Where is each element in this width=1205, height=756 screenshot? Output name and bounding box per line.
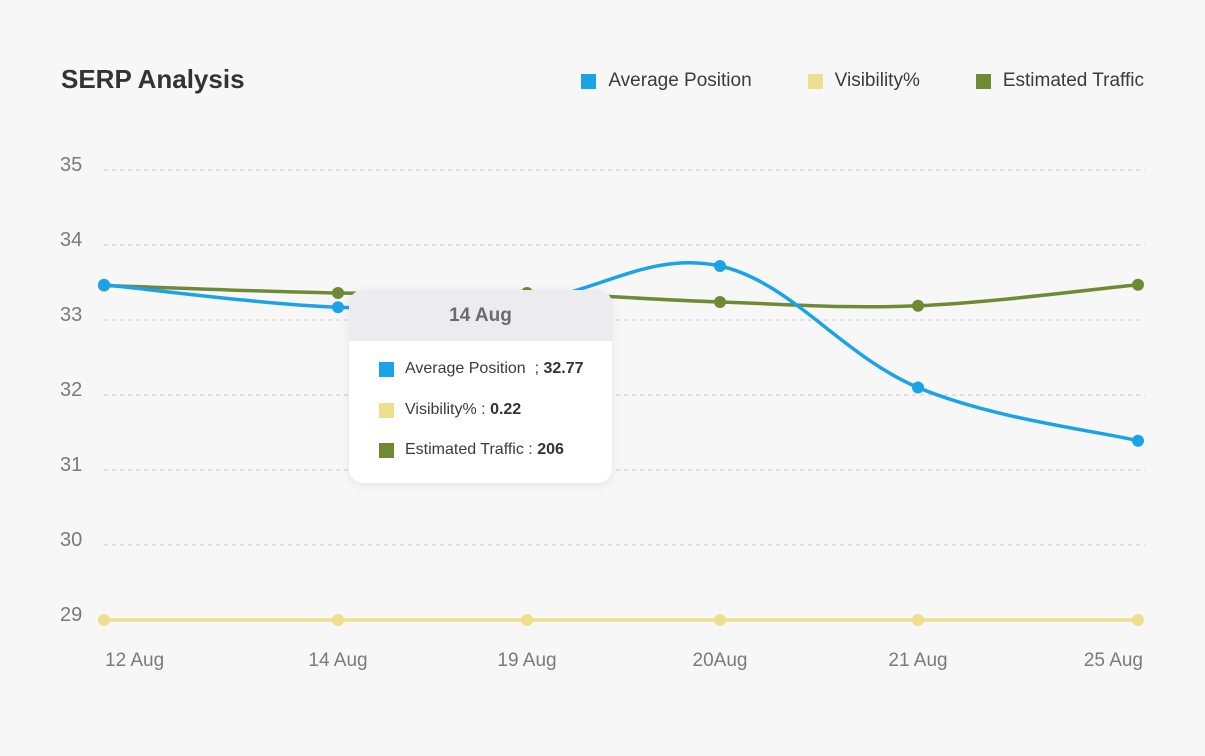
series-line-average-position: [102, 260, 1140, 443]
data-point-visibility[interactable]: [714, 614, 726, 626]
data-point-visibility[interactable]: [521, 614, 533, 626]
legend-item-average-position[interactable]: Average Position: [581, 70, 752, 92]
series-line-estimated-traffic: [102, 283, 1140, 309]
estimated-traffic-swatch-icon: [975, 73, 991, 89]
tooltip-value: 32.77: [543, 360, 584, 377]
x-tick-label: 14 Aug: [308, 650, 367, 671]
legend-item-estimated-traffic[interactable]: Estimated Traffic: [975, 70, 1144, 92]
data-point-average-position[interactable]: [714, 260, 726, 272]
data-point-average-position[interactable]: [98, 278, 110, 291]
legend-label: Visibility%: [834, 70, 920, 91]
y-tick-label: 32: [60, 379, 82, 401]
data-point-estimated-traffic[interactable]: [332, 287, 344, 299]
y-tick-label: 30: [60, 529, 82, 551]
chart-title: SERP Analysis: [61, 64, 245, 94]
data-point-average-position[interactable]: [1132, 434, 1144, 447]
y-tick-label: 33: [60, 304, 82, 326]
tooltip-value: 0.22: [490, 401, 522, 418]
data-point-visibility[interactable]: [912, 614, 924, 626]
legend-item-visibility[interactable]: Visibility%: [807, 70, 920, 92]
y-tick-label: 35: [60, 154, 82, 176]
y-tick-label: 34: [60, 229, 82, 251]
y-tick-label: 29: [60, 604, 82, 626]
x-tick-label: 21 Aug: [888, 650, 947, 671]
legend-label: Estimated Traffic: [1002, 70, 1144, 91]
visibility-swatch-icon: [807, 73, 823, 89]
tooltip-label: Visibility% :: [405, 401, 491, 418]
tooltip-row-estimated-traffic: Estimated Traffic : 206: [379, 441, 564, 459]
gridlines: [104, 169, 1145, 546]
x-axis-ticks: 12 Aug 14 Aug 19 Aug 20Aug 21 Aug 25 Aug: [105, 650, 1143, 671]
data-point-visibility[interactable]: [1132, 614, 1144, 626]
tooltip-value: 206: [537, 441, 564, 458]
average-position-swatch-icon: [379, 361, 394, 377]
x-tick-label: 12 Aug: [105, 650, 164, 671]
data-point-average-position[interactable]: [912, 381, 924, 394]
tooltip-date: 14 Aug: [349, 290, 612, 341]
data-point-estimated-traffic[interactable]: [1132, 278, 1144, 291]
data-point-visibility[interactable]: [98, 614, 110, 626]
data-point-estimated-traffic[interactable]: [912, 299, 924, 312]
tooltip-label: Average Position ;: [405, 360, 544, 377]
data-point-estimated-traffic[interactable]: [714, 296, 726, 308]
y-tick-label: 31: [60, 454, 82, 476]
average-position-swatch-icon: [581, 73, 597, 89]
tooltip-label: Estimated Traffic :: [405, 441, 538, 458]
y-axis-ticks: 35 34 33 32 31 30 29: [60, 154, 82, 626]
visibility-swatch-icon: [379, 402, 394, 418]
x-tick-label: 25 Aug: [1084, 650, 1143, 671]
data-point-average-position[interactable]: [332, 301, 344, 314]
legend-label: Average Position: [608, 70, 752, 91]
series-lines: [98, 260, 1144, 626]
x-tick-label: 19 Aug: [497, 650, 556, 671]
x-tick-label: 20Aug: [693, 650, 748, 671]
estimated-traffic-swatch-icon: [379, 442, 394, 458]
tooltip-row-visibility: Visibility% : 0.22: [379, 401, 521, 419]
tooltip: 14 Aug Average Position ; 32.77 Visibili…: [349, 290, 612, 483]
data-point-visibility[interactable]: [332, 614, 344, 626]
legend: Average Position Visibility% Estimated T…: [581, 70, 1144, 92]
tooltip-row-average-position: Average Position ; 32.77: [379, 360, 584, 378]
